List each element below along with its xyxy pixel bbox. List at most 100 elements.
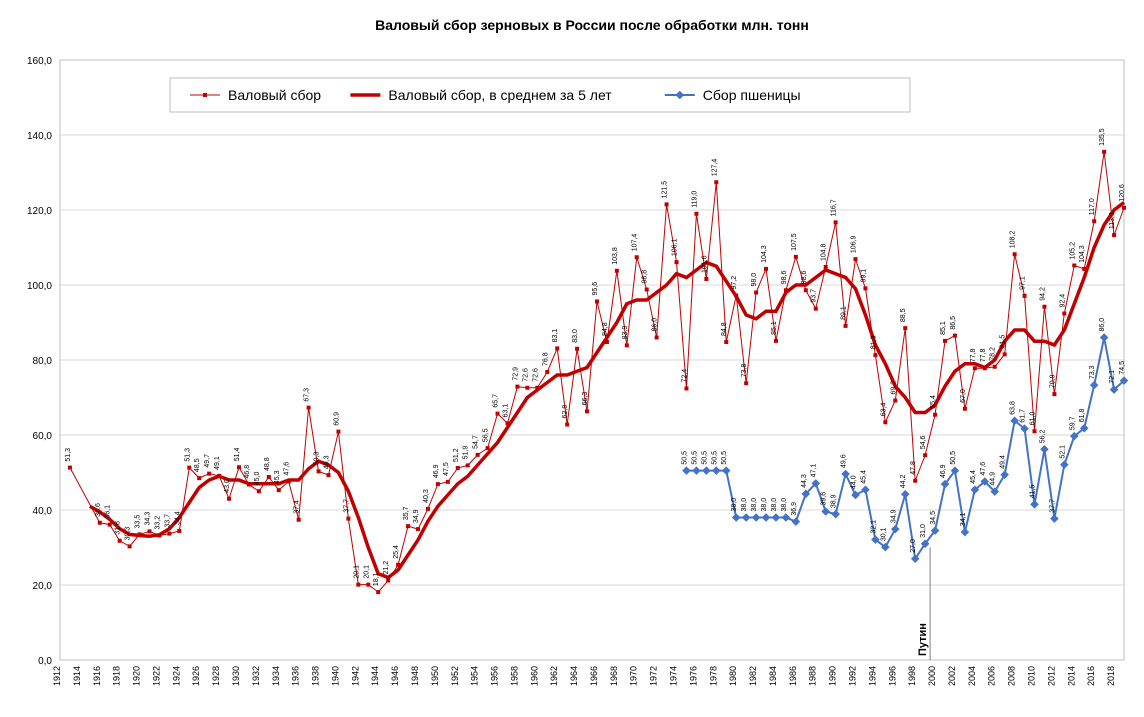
data-label-actual: 56,5	[483, 428, 490, 442]
data-label-wheat: 32,1	[870, 520, 877, 534]
data-label-wheat: 49,4	[1000, 455, 1007, 469]
x-tick-label: 1964	[569, 666, 579, 686]
x-tick-label: 1916	[92, 666, 102, 686]
data-label-wheat: 41,5	[1030, 485, 1037, 499]
x-tick-label: 1988	[808, 666, 818, 686]
marker-actual	[595, 300, 599, 304]
x-tick-label: 1998	[907, 666, 917, 686]
data-label-actual: 107,5	[791, 233, 798, 251]
data-label-wheat: 39,6	[821, 492, 828, 506]
data-label-wheat: 47,1	[811, 464, 818, 478]
marker-actual	[1052, 392, 1056, 396]
marker-actual	[1072, 264, 1076, 268]
data-label-wheat: 44,9	[990, 472, 997, 486]
marker-actual	[565, 423, 569, 427]
data-label-actual: 97,2	[731, 276, 738, 290]
marker-wheat	[682, 466, 691, 475]
data-label-actual: 93,7	[811, 289, 818, 303]
marker-actual	[366, 583, 370, 587]
marker-actual	[675, 260, 679, 264]
marker-actual	[645, 288, 649, 292]
data-label-actual: 72,6	[522, 368, 529, 382]
data-label-wheat: 31,0	[920, 524, 927, 538]
data-label-wheat: 45,4	[970, 470, 977, 484]
marker-actual	[943, 339, 947, 343]
y-tick-label: 100,0	[27, 281, 52, 292]
marker-wheat	[702, 466, 711, 475]
data-label-actual: 88,5	[900, 308, 907, 322]
marker-actual	[575, 347, 579, 351]
legend-label: Сбор пшеницы	[703, 87, 801, 103]
data-label-actual: 113,3	[1109, 212, 1116, 229]
data-label-wheat: 44,2	[900, 475, 907, 489]
legend-label: Валовый сбор	[228, 87, 321, 103]
data-label-actual: 70,9	[1049, 374, 1056, 388]
marker-actual	[863, 286, 867, 290]
data-label-actual: 60,9	[333, 412, 340, 426]
legend-label: Валовый сбор, в среднем за 5 лет	[388, 87, 612, 103]
marker-actual	[138, 532, 142, 536]
x-tick-label: 1928	[211, 666, 221, 686]
data-label-actual: 20,1	[363, 565, 370, 579]
data-label-actual: 106,1	[672, 239, 679, 257]
data-label-actual: 120,6	[1119, 184, 1126, 202]
marker-actual	[257, 489, 261, 493]
data-label-actual: 119,0	[691, 191, 698, 208]
data-label-actual: 72,6	[532, 368, 539, 382]
marker-actual	[1082, 267, 1086, 271]
marker-wheat	[792, 517, 801, 526]
data-label-actual: 84,8	[602, 322, 609, 336]
marker-actual	[913, 479, 917, 483]
data-label-actual: 106,9	[851, 236, 858, 254]
marker-actual	[476, 453, 480, 457]
data-label-actual: 35,7	[403, 506, 410, 520]
marker-actual	[128, 544, 132, 548]
marker-actual	[187, 466, 191, 470]
marker-wheat	[1030, 500, 1039, 509]
data-label-actual: 50,3	[314, 452, 321, 466]
data-label-actual: 45,0	[254, 472, 261, 486]
marker-actual	[68, 466, 72, 470]
data-label-actual: 63,4	[880, 403, 887, 417]
data-label-wheat: 61,7	[1020, 409, 1027, 423]
marker-actual	[605, 340, 609, 344]
data-label-actual: 36,1	[105, 505, 112, 519]
x-tick-label: 1922	[151, 666, 161, 686]
marker-actual	[167, 532, 171, 536]
data-label-actual: 98,8	[642, 270, 649, 284]
marker-wheat	[692, 466, 701, 475]
marker-actual	[406, 524, 410, 528]
data-label-actual: 51,4	[234, 448, 241, 462]
marker-wheat	[1000, 470, 1009, 479]
data-label-actual: 48,5	[194, 458, 201, 472]
x-tick-label: 1950	[430, 666, 440, 686]
x-tick-label: 1994	[867, 666, 877, 686]
marker-actual	[1112, 233, 1116, 237]
marker-actual	[515, 385, 519, 389]
data-label-actual: 47,8	[910, 461, 917, 475]
data-label-actual: 95,6	[592, 282, 599, 296]
marker-actual	[665, 202, 669, 206]
marker-actual	[307, 406, 311, 410]
marker-actual	[505, 421, 509, 425]
data-label-actual: 51,9	[463, 446, 470, 460]
x-tick-label: 2000	[927, 666, 937, 686]
x-tick-label: 1984	[768, 666, 778, 686]
data-label-wheat: 73,3	[1089, 365, 1096, 379]
data-label-wheat: 30,1	[880, 527, 887, 541]
data-label-actual: 104,3	[761, 245, 768, 263]
marker-actual	[714, 180, 718, 184]
x-tick-label: 1940	[330, 666, 340, 686]
data-label-actual: 98,0	[751, 273, 758, 287]
x-tick-label: 1970	[629, 666, 639, 686]
marker-actual	[1062, 312, 1066, 316]
annotation-label: Путин	[917, 623, 929, 656]
data-label-wheat: 27,0	[910, 539, 917, 553]
x-tick-label: 2012	[1046, 666, 1056, 686]
data-label-actual: 65,7	[493, 394, 500, 408]
marker-actual	[1122, 206, 1126, 210]
data-label-wheat: 52,1	[1059, 445, 1066, 459]
data-label-actual: 47,5	[443, 462, 450, 476]
marker-actual	[973, 366, 977, 370]
marker-actual	[217, 474, 221, 478]
